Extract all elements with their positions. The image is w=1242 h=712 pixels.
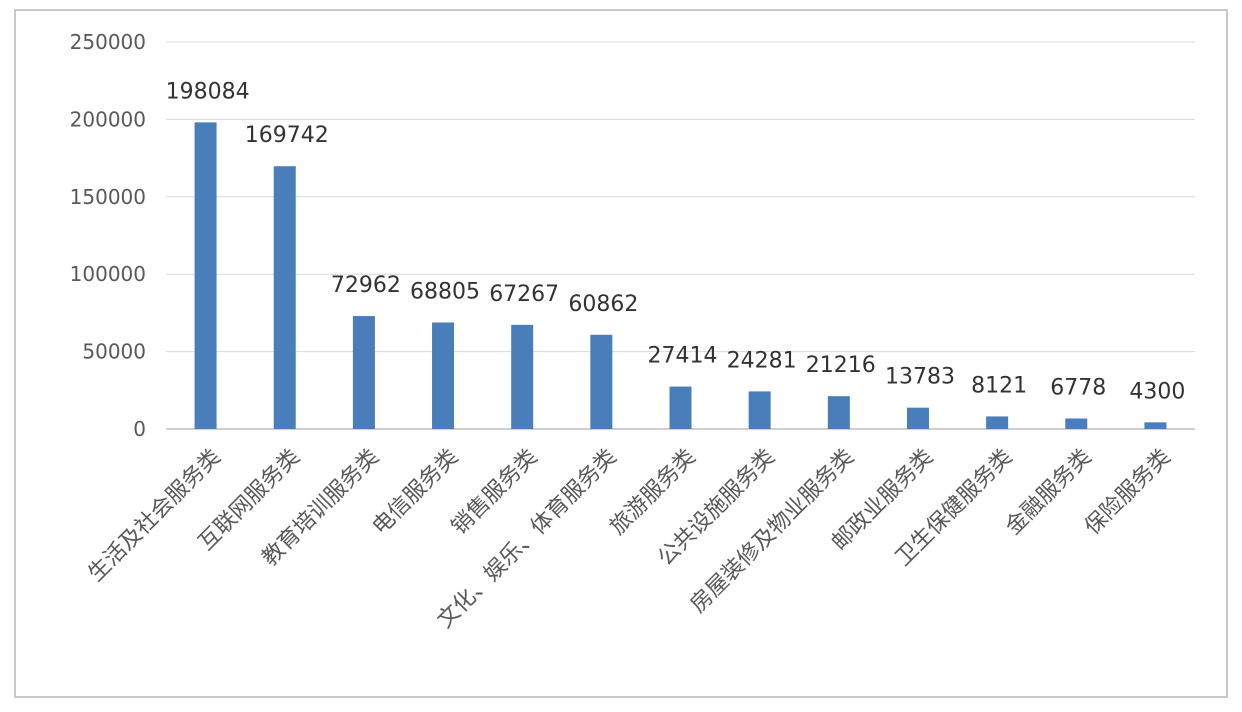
bar-9 [906, 407, 929, 429]
data-label-6: 27414 [648, 344, 718, 369]
y-tick-label: 150000 [70, 185, 146, 209]
category-labels: 生活及社会服务类互联网服务类教育培训服务类电信服务类销售服务类文化、娱乐、体育服… [84, 445, 1176, 634]
bar-10 [986, 416, 1009, 429]
data-label-4: 67267 [489, 282, 559, 307]
data-labels: 198084 169742 72962 68805 67267 60862 27414 242… [166, 79, 1186, 404]
data-label-11: 6778 [1050, 376, 1106, 401]
y-tick-label: 0 [133, 417, 146, 441]
data-label-12: 4300 [1129, 379, 1185, 404]
data-label-7: 24281 [727, 348, 797, 373]
bar-8 [827, 396, 850, 429]
bar-3 [432, 322, 455, 429]
y-tick-label: 200000 [70, 107, 146, 131]
y-axis-ticks: 0 50000 100000 150000 200000 250000 [70, 30, 146, 441]
bar-6 [669, 386, 692, 429]
data-label-1: 169742 [245, 123, 329, 148]
data-label-10: 8121 [971, 373, 1027, 398]
data-label-5: 60862 [568, 292, 638, 317]
bar-1 [273, 166, 296, 429]
y-tick-label: 50000 [82, 340, 146, 364]
bar-11 [1065, 418, 1088, 429]
bar-4 [511, 324, 534, 429]
bar-2 [352, 316, 375, 429]
data-label-3: 68805 [410, 279, 480, 304]
data-label-9: 13783 [885, 365, 955, 390]
data-label-8: 21216 [806, 353, 876, 378]
bar-12 [1144, 422, 1167, 429]
bar-0 [194, 122, 217, 429]
gridlines [166, 41, 1195, 430]
data-label-0: 198084 [166, 79, 250, 104]
data-label-2: 72962 [331, 273, 401, 298]
bar-5 [590, 334, 613, 429]
category-label-12: 保险服务类 [1080, 445, 1175, 540]
y-tick-label: 100000 [70, 262, 146, 286]
bars [194, 122, 1167, 429]
bar-7 [748, 391, 771, 429]
category-label-0: 生活及社会服务类 [84, 445, 226, 587]
y-tick-label: 250000 [70, 30, 146, 54]
